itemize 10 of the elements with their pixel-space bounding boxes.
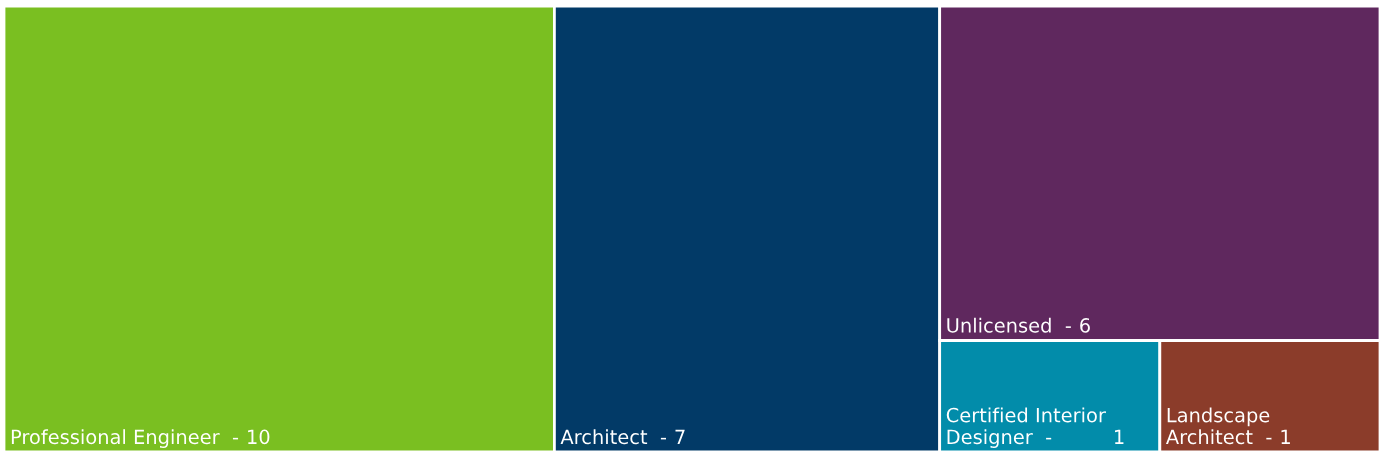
category-label: Architect - (560, 429, 667, 445)
data-label: 10 (248, 429, 270, 445)
data-label: 1 (1114, 429, 1124, 444)
data-label: 7 (675, 429, 685, 444)
category-label: Certified Interior Designer - (946, 407, 1106, 448)
data-label: 1 (1281, 429, 1290, 444)
category-label: Landscape Architect - (1165, 407, 1272, 445)
category-label: Unlicensed - (947, 317, 1071, 333)
data-label: 6 (1080, 318, 1090, 333)
category-label: Professional Engineer - (11, 429, 239, 448)
